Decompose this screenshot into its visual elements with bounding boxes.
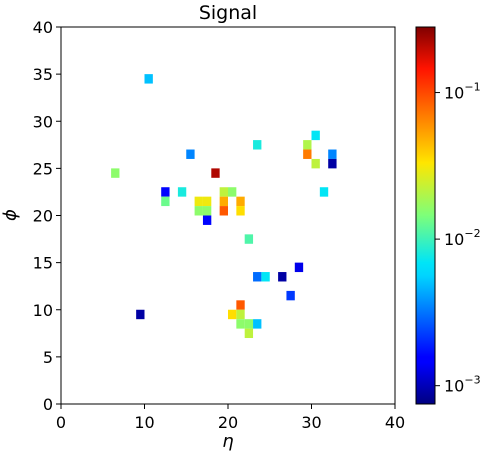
y-tick-label: 15 <box>33 254 53 273</box>
colorbar <box>415 26 436 405</box>
heatmap-cell <box>136 309 145 320</box>
y-tick-label: 0 <box>43 395 53 414</box>
heatmap-cell <box>278 272 287 282</box>
heatmap-cell <box>219 206 228 216</box>
heatmap-cell <box>194 206 203 216</box>
x-axis-label: η <box>222 431 233 452</box>
x-tick-label: 30 <box>301 413 321 432</box>
heatmap-cell <box>202 196 212 207</box>
heatmap-cell <box>202 206 212 216</box>
heatmap-cell <box>228 309 237 320</box>
heatmap-cell <box>161 187 170 197</box>
colorbar-ticks: 10−3 10−2 10−1 <box>435 81 481 396</box>
colorbar-tick-label: 10−3 <box>444 374 481 396</box>
heatmap-cell <box>244 234 254 244</box>
y-tick-label: 30 <box>33 112 53 131</box>
heatmap-cell <box>319 187 329 197</box>
y-tick-label: 5 <box>43 348 53 367</box>
heatmap-cell <box>219 187 228 197</box>
x-tick-label: 20 <box>218 413 238 432</box>
x-tick-label: 10 <box>134 413 154 432</box>
heatmap-cell <box>236 309 245 320</box>
heatmap-cell <box>111 168 120 178</box>
y-tick-label: 25 <box>33 159 53 178</box>
x-tick-label: 0 <box>56 413 66 432</box>
y-tick-label: 20 <box>33 207 53 226</box>
heatmap-cells <box>111 74 337 339</box>
heatmap-cell <box>236 319 245 329</box>
heatmap-cell <box>202 215 212 225</box>
heatmap-cell <box>161 196 170 207</box>
heatmap-cell <box>294 262 304 273</box>
colorbar-tick-label: 10−2 <box>444 227 481 249</box>
heatmap-cell <box>253 272 262 282</box>
heatmap-cell <box>253 140 262 150</box>
y-axis-label: ϕ <box>0 209 21 221</box>
heatmap-cell <box>219 196 228 207</box>
heatmap-cell <box>236 196 245 207</box>
heatmap-cell <box>177 187 187 197</box>
chart-title: Signal <box>199 2 257 24</box>
heatmap-cell <box>186 149 195 159</box>
heatmap-cell <box>228 187 237 197</box>
heatmap-cell <box>303 140 312 150</box>
heatmap-cell <box>328 158 337 169</box>
heatmap-cell <box>303 149 312 159</box>
heatmap-cell <box>244 319 254 329</box>
x-tick-label: 40 <box>385 413 405 432</box>
y-tick-label: 40 <box>33 18 53 37</box>
heatmap-cell <box>261 272 270 282</box>
heatmap-cell <box>286 290 295 301</box>
y-tick-label: 35 <box>33 65 53 84</box>
colorbar-tick-label: 10−1 <box>444 81 481 103</box>
heatmap-cell <box>328 149 337 159</box>
heatmap-cell <box>253 319 262 329</box>
y-axis-ticks: 0 5 10 15 20 25 30 35 40 <box>33 18 61 414</box>
heatmap-cell <box>236 206 245 216</box>
heatmap-cell <box>194 196 203 207</box>
heatmap-cell <box>311 130 320 141</box>
heatmap-cell <box>311 158 320 169</box>
heatmap-cell <box>236 300 245 310</box>
y-tick-label: 10 <box>33 301 53 320</box>
x-axis-ticks: 0 10 20 30 40 <box>56 404 405 432</box>
heatmap-cell <box>211 168 220 178</box>
heatmap-cell <box>244 328 254 339</box>
heatmap-cell <box>144 74 153 84</box>
